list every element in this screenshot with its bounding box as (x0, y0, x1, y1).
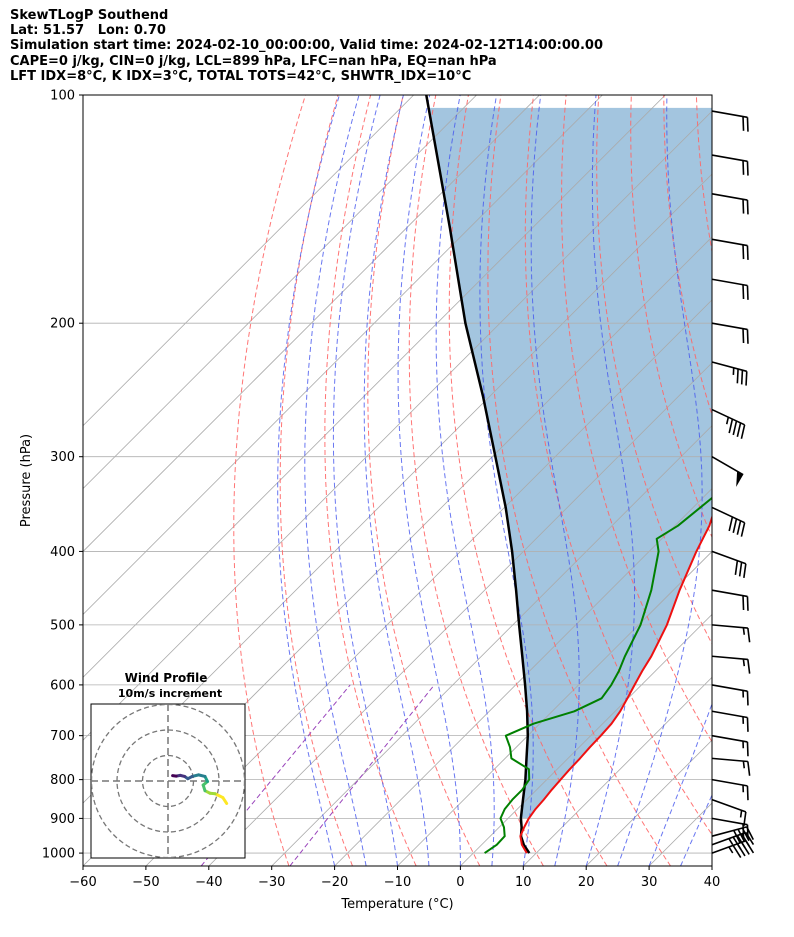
wind-barb (711, 278, 749, 300)
time-line: Simulation start time: 2024-02-10_00:00:… (10, 38, 603, 54)
y-tick-label: 500 (50, 618, 75, 633)
y-tick-label: 1000 (42, 847, 75, 862)
moist-adiabat (648, 702, 712, 866)
isotherm-line (83, 95, 477, 490)
y-tick-label: 400 (50, 545, 75, 560)
wind-barb (711, 322, 749, 344)
x-tick-label: −20 (321, 875, 348, 890)
wind-barb (711, 655, 751, 674)
dry-adiabat (762, 95, 794, 866)
dry-adiabat (324, 95, 417, 866)
wind-barb (711, 778, 749, 801)
isotherm-line (397, 550, 712, 866)
location-line: Lat: 51.57 Lon: 0.70 (10, 23, 166, 39)
wind-barb (711, 361, 748, 386)
cape-line: CAPE=0 j/kg, CIN=0 j/kg, LCL=899 hPa, LF… (10, 53, 497, 69)
x-tick-label: 30 (641, 875, 658, 890)
isotherm-line (83, 95, 603, 615)
wind-barb (711, 817, 749, 839)
x-tick-label: −40 (195, 875, 222, 890)
wind-barb (711, 550, 747, 579)
x-tick-label: −60 (69, 875, 96, 890)
x-tick-label: −10 (384, 875, 411, 890)
dry-adiabat (561, 95, 712, 743)
dry-adiabat (487, 95, 672, 866)
title-block: SkewTLogP Southend Lat: 51.57 Lon: 0.70 … (10, 8, 790, 84)
mixing-ratio-line (289, 684, 435, 866)
chart-title: SkewTLogP Southend (10, 8, 169, 23)
isotherm-line (145, 299, 712, 866)
wind-barb (711, 238, 749, 260)
moist-adiabat (617, 95, 703, 866)
hodograph-ring (91, 704, 245, 858)
dewpoint-line (484, 496, 712, 854)
wind-barb (711, 408, 746, 439)
wind-barb (711, 757, 751, 776)
y-tick-label: 100 (50, 89, 75, 104)
wind-barb (711, 193, 749, 215)
moist-adiabat (363, 95, 430, 866)
y-axis-label: Pressure (hPa) (19, 434, 34, 527)
x-axis-label: Temperature (°C) (340, 897, 453, 912)
isotherm-line (334, 488, 712, 866)
moist-adiabat (585, 95, 635, 866)
moist-adiabat (530, 95, 580, 866)
y-tick-label: 800 (50, 773, 75, 788)
hodograph-segment (171, 774, 178, 778)
wind-barb (711, 589, 749, 611)
x-tick-label: 10 (515, 875, 532, 890)
y-tick-label: 200 (50, 317, 75, 332)
x-tick-label: 0 (456, 875, 464, 890)
x-tick-label: 40 (704, 875, 721, 890)
dry-adiabat (408, 95, 544, 866)
dry-adiabat (233, 95, 306, 866)
y-tick-label: 600 (50, 678, 75, 693)
parcel-profile-line (425, 95, 531, 854)
isotherm-line (775, 95, 794, 866)
wind-barb (711, 710, 749, 732)
wind-barb (711, 734, 749, 757)
wind-barb (711, 154, 749, 176)
wind-barb (711, 624, 751, 643)
dry-adiabat (367, 95, 481, 866)
temperature-line (519, 514, 712, 854)
negative-area-shading (428, 107, 712, 818)
dry-adiabat (524, 95, 712, 836)
wind-barb (711, 110, 749, 132)
moist-adiabat (711, 864, 712, 866)
y-tick-label: 900 (50, 812, 75, 827)
x-tick-label: 20 (578, 875, 595, 890)
y-tick-label: 300 (50, 450, 75, 465)
isotherm-line (711, 865, 712, 866)
wind-barb (711, 684, 749, 706)
isotherm-line (460, 613, 712, 866)
wind-barb (711, 506, 746, 537)
moist-adiabat (304, 95, 367, 866)
isotherm-line (83, 110, 712, 741)
moist-adiabat (435, 95, 495, 866)
isotherm-line (271, 425, 712, 866)
y-tick-label: 700 (50, 729, 75, 744)
isotherm-line (83, 95, 414, 427)
dry-adiabat (596, 95, 712, 645)
x-tick-label: −30 (258, 875, 285, 890)
moist-adiabat (277, 95, 340, 866)
x-tick-label: −50 (132, 875, 159, 890)
dry-adiabat (448, 95, 608, 866)
wind-barb (711, 798, 747, 827)
mixing-ratio-line (200, 684, 351, 866)
moist-adiabat (397, 95, 461, 866)
isotherm-line (523, 676, 712, 866)
hodograph-subtitle: 10m/s increment (118, 687, 222, 700)
isotherm-line (83, 95, 540, 553)
dry-adiabat (279, 95, 353, 866)
hodograph-title: Wind Profile (125, 671, 208, 685)
indices-line: LFT IDX=8°C, K IDX=3°C, TOTAL TOTS=42°C,… (10, 68, 472, 84)
moist-adiabat (680, 793, 712, 866)
moist-adiabat (332, 95, 398, 866)
wind-barb (711, 456, 744, 487)
